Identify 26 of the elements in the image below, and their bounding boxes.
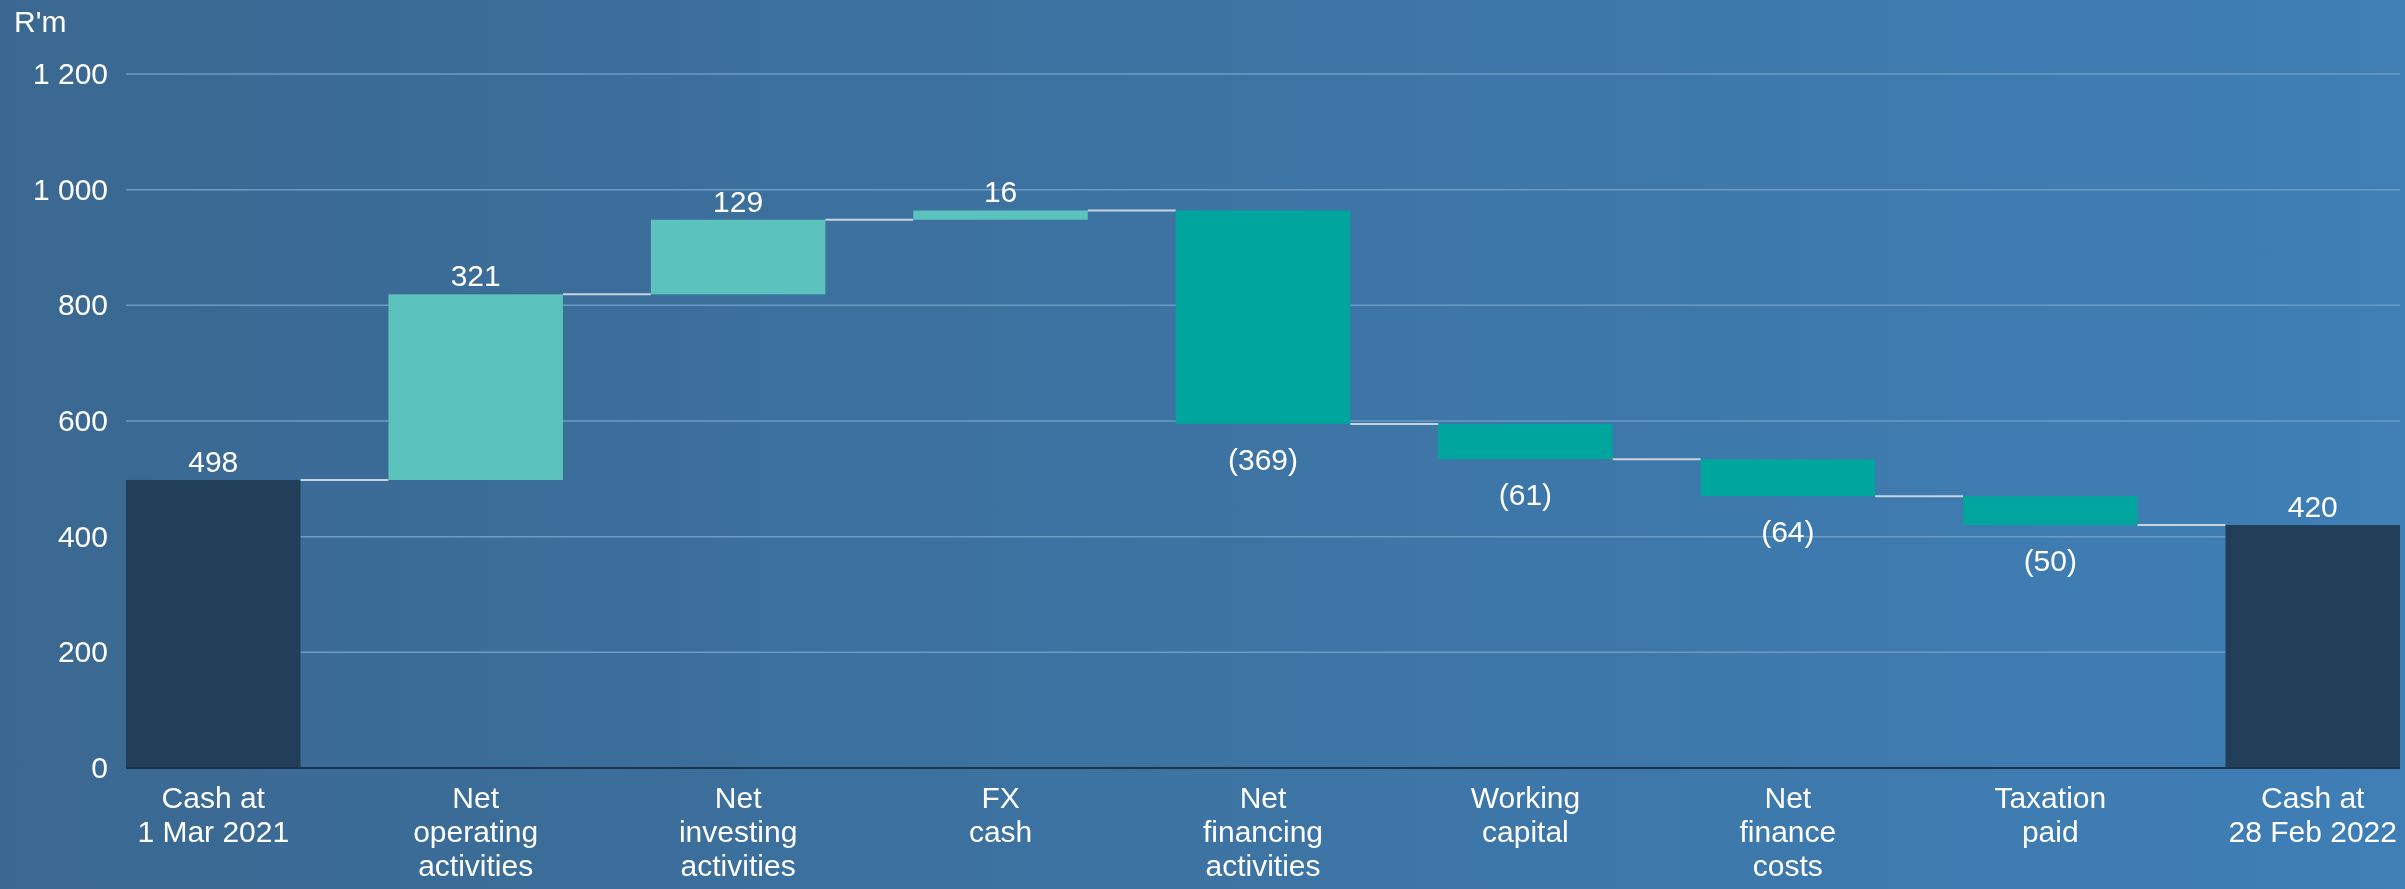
x-tick-label: Taxation paid: [1994, 781, 2107, 848]
y-tick-label: 1 000: [32, 172, 108, 206]
data-label: (61): [1498, 478, 1553, 512]
y-tick-label: 1 200: [32, 57, 108, 90]
data-label: 498: [188, 444, 239, 478]
y-tick-label: 800: [57, 288, 108, 322]
x-tick-label: Net finance costs: [1739, 781, 1837, 882]
x-tick-label: FX cash: [968, 781, 1033, 848]
data-label: (50): [2023, 544, 2077, 578]
y-axis-title: R'm: [14, 5, 67, 38]
y-tick-label: 600: [57, 404, 108, 437]
x-tick-label: Net investing activities: [678, 781, 798, 882]
x-tick-label: Cash at 1 Mar 2021: [137, 781, 290, 848]
x-tick-label: Cash at 28 Feb 2022: [2228, 781, 2397, 848]
y-tick-label: 400: [57, 519, 108, 553]
data-label: 16: [983, 175, 1018, 209]
x-tick-label: Working capital: [1470, 781, 1581, 848]
data-label: (369): [1227, 442, 1299, 476]
data-label: 129: [713, 184, 764, 218]
data-label: (64): [1761, 515, 1815, 549]
x-tick-label: Net financing activities: [1202, 781, 1324, 882]
x-tick-label: Net operating activities: [413, 781, 539, 882]
y-tick-label: 200: [57, 635, 108, 669]
y-tick-label: 0: [91, 751, 108, 784]
data-label: 321: [450, 259, 501, 293]
data-label: 420: [2287, 490, 2338, 524]
